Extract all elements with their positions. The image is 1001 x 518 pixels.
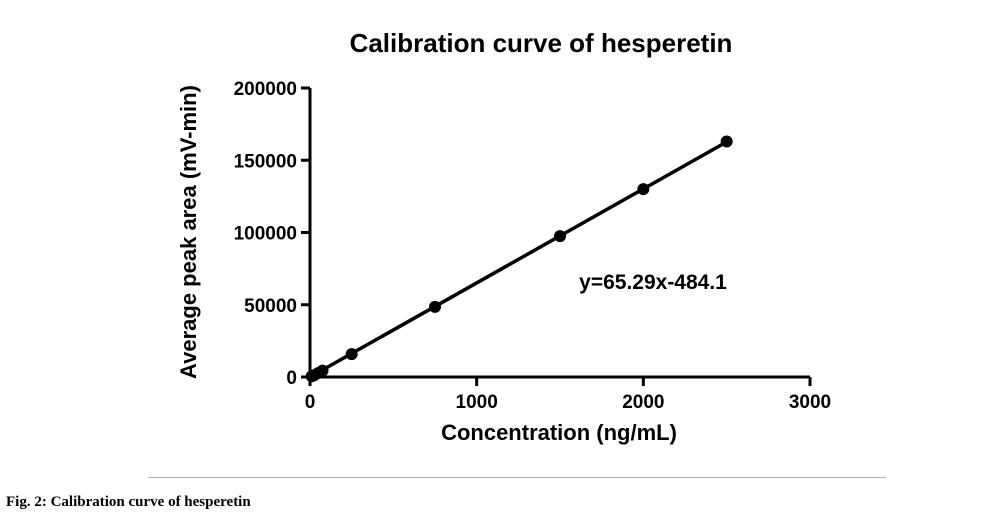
y-tick-label: 100000 [234,224,297,245]
y-tick-label: 0 [286,368,297,389]
data-point [429,300,441,313]
data-point [637,183,650,196]
y-tick-label: 200000 [234,79,297,100]
x-tick-label: 3000 [789,392,831,413]
data-point [316,364,329,377]
y-tick-label: 50000 [244,296,297,317]
x-tick-label: 0 [305,392,316,413]
x-tick-label: 1000 [456,392,498,413]
figure-caption: Fig. 2: Calibration curve of hesperetin [6,494,251,510]
caption-divider [148,477,886,478]
x-axis-label: Concentration (ng/mL) [441,420,677,445]
data-point [554,230,566,243]
regression-equation: y=65.29x-484.1 [579,271,727,294]
chart-title: Calibration curve of hesperetin [350,28,733,58]
data-point [345,348,358,361]
y-tick-label: 150000 [234,151,297,172]
data-point [720,135,733,148]
regression-line [309,140,728,379]
plot-area: 0 50000 100000 150000 200000 0 1000 2000 3000 [234,79,832,413]
x-tick-label: 2000 [622,392,664,413]
y-axis-label: Average peak area (mV-min) [176,85,201,379]
